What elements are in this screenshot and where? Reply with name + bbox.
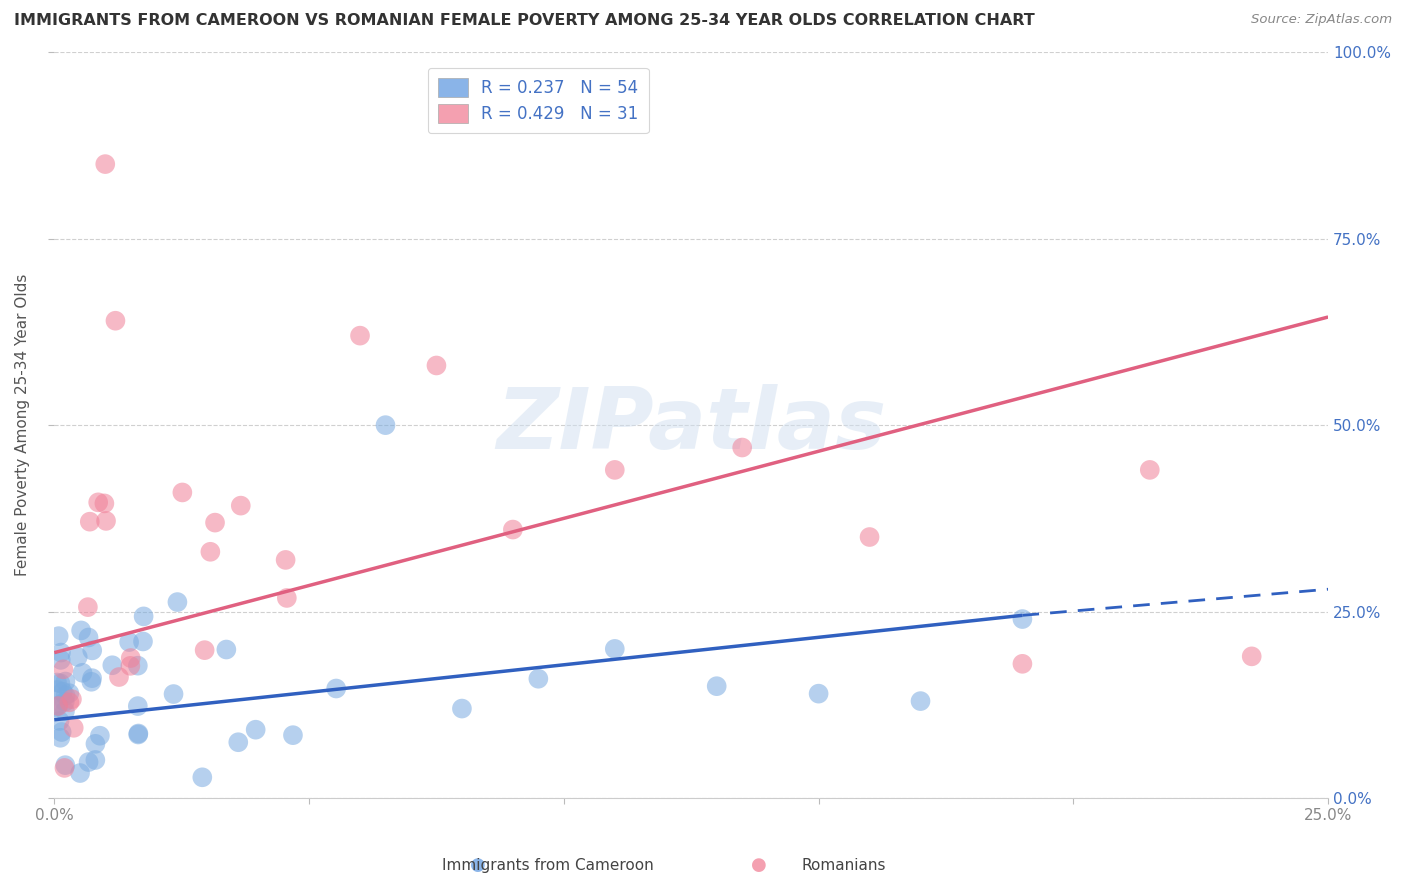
Point bbox=[82, 643, 104, 657]
Point bbox=[101, 658, 124, 673]
Point bbox=[84, 753, 107, 767]
Point bbox=[49, 653, 72, 667]
Point bbox=[127, 726, 149, 740]
Point bbox=[204, 516, 226, 530]
Point bbox=[132, 609, 155, 624]
Text: ●: ● bbox=[470, 856, 486, 874]
Text: IMMIGRANTS FROM CAMEROON VS ROMANIAN FEMALE POVERTY AMONG 25-34 YEAR OLDS CORREL: IMMIGRANTS FROM CAMEROON VS ROMANIAN FEM… bbox=[14, 13, 1035, 29]
Point bbox=[229, 499, 252, 513]
Point bbox=[274, 553, 297, 567]
Legend: R = 0.237   N = 54, R = 0.429   N = 31: R = 0.237 N = 54, R = 0.429 N = 31 bbox=[427, 68, 648, 133]
Point bbox=[93, 496, 115, 510]
Point bbox=[44, 700, 66, 714]
Point bbox=[132, 634, 155, 648]
Point bbox=[94, 514, 117, 528]
Point bbox=[48, 714, 70, 728]
Point bbox=[66, 650, 89, 665]
Text: Source: ZipAtlas.com: Source: ZipAtlas.com bbox=[1251, 13, 1392, 27]
Point bbox=[46, 698, 69, 713]
Point bbox=[72, 665, 94, 680]
Point bbox=[49, 731, 72, 745]
Y-axis label: Female Poverty Among 25-34 Year Olds: Female Poverty Among 25-34 Year Olds bbox=[15, 274, 30, 576]
Point bbox=[77, 755, 100, 769]
Point bbox=[276, 591, 298, 605]
Point bbox=[425, 359, 447, 373]
Point bbox=[55, 689, 77, 703]
Point bbox=[451, 701, 474, 715]
Point bbox=[82, 671, 104, 685]
Point bbox=[120, 658, 142, 673]
Point bbox=[53, 758, 76, 772]
Point bbox=[53, 695, 76, 709]
Point bbox=[51, 725, 73, 739]
Point bbox=[87, 495, 110, 509]
Point bbox=[84, 737, 107, 751]
Point bbox=[281, 728, 304, 742]
Point bbox=[120, 651, 142, 665]
Point bbox=[603, 463, 626, 477]
Point bbox=[858, 530, 880, 544]
Point bbox=[77, 631, 100, 645]
Point bbox=[49, 676, 72, 690]
Point bbox=[69, 766, 91, 780]
Point bbox=[70, 624, 93, 638]
Point bbox=[1011, 657, 1033, 671]
Point bbox=[502, 523, 524, 537]
Point bbox=[807, 687, 830, 701]
Point bbox=[62, 721, 84, 735]
Point bbox=[46, 675, 69, 690]
Point bbox=[194, 643, 217, 657]
Point bbox=[49, 646, 72, 660]
Point bbox=[127, 727, 149, 741]
Point bbox=[52, 662, 75, 676]
Text: Immigrants from Cameroon: Immigrants from Cameroon bbox=[443, 858, 654, 872]
Point bbox=[60, 692, 83, 706]
Point bbox=[127, 699, 149, 714]
Point bbox=[108, 670, 131, 684]
Point bbox=[1139, 463, 1161, 477]
Point bbox=[89, 729, 111, 743]
Point bbox=[706, 679, 728, 693]
Point bbox=[52, 684, 75, 698]
Point bbox=[1011, 612, 1033, 626]
Point bbox=[53, 704, 76, 718]
Text: ●: ● bbox=[751, 856, 768, 874]
Point bbox=[48, 629, 70, 643]
Point bbox=[191, 770, 214, 784]
Point bbox=[58, 695, 80, 709]
Text: Romanians: Romanians bbox=[801, 858, 886, 872]
Point bbox=[80, 674, 103, 689]
Point bbox=[349, 328, 371, 343]
Point bbox=[162, 687, 184, 701]
Point bbox=[104, 314, 127, 328]
Point bbox=[374, 418, 396, 433]
Point bbox=[77, 600, 100, 615]
Point bbox=[215, 642, 238, 657]
Text: ZIPatlas: ZIPatlas bbox=[496, 384, 886, 467]
Point bbox=[79, 515, 101, 529]
Point bbox=[226, 735, 249, 749]
Point bbox=[46, 698, 69, 713]
Point bbox=[603, 641, 626, 656]
Point bbox=[527, 672, 550, 686]
Point bbox=[94, 157, 117, 171]
Point bbox=[118, 635, 141, 649]
Point bbox=[46, 682, 69, 697]
Point bbox=[172, 485, 194, 500]
Point bbox=[731, 441, 754, 455]
Point bbox=[55, 674, 77, 689]
Point bbox=[245, 723, 267, 737]
Point bbox=[166, 595, 188, 609]
Point bbox=[1240, 649, 1263, 664]
Point bbox=[58, 686, 80, 700]
Point bbox=[200, 545, 222, 559]
Point bbox=[325, 681, 347, 696]
Point bbox=[910, 694, 932, 708]
Point bbox=[127, 658, 149, 673]
Point bbox=[53, 761, 76, 775]
